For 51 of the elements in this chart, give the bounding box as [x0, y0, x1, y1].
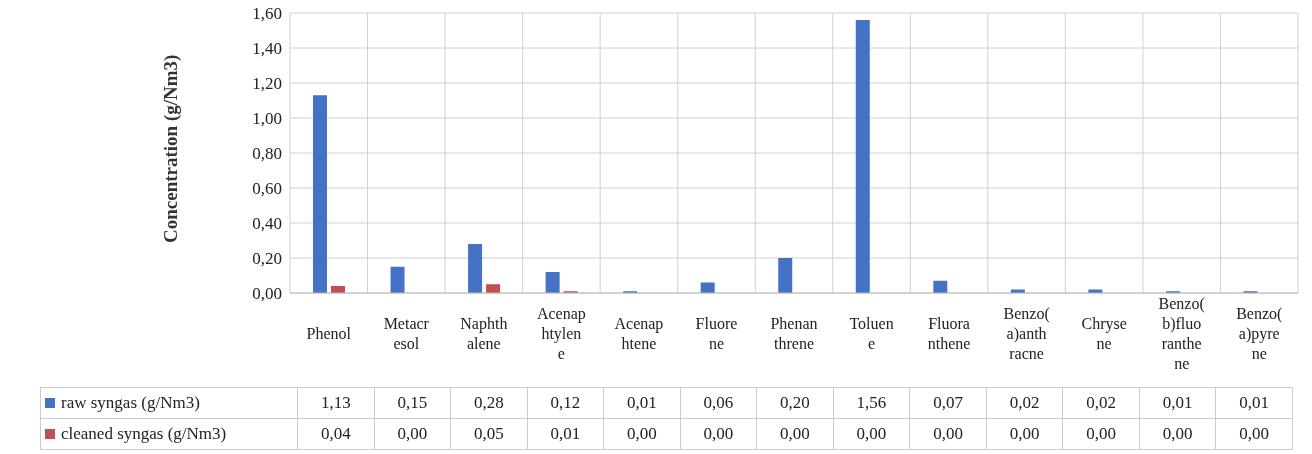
- y-tick-label: 0,80: [252, 144, 282, 164]
- data-label: 0,06: [680, 387, 757, 419]
- data-label: 0,00: [1139, 418, 1216, 450]
- y-tick-label: 1,40: [252, 39, 282, 59]
- data-label: 0,28: [450, 387, 528, 419]
- data-label: 0,00: [374, 418, 451, 450]
- data-label: 0,00: [1215, 418, 1293, 450]
- y-tick-label: 1,20: [252, 74, 282, 94]
- x-tick-label: Naphthalene: [460, 315, 508, 352]
- x-tick-label: Phenol: [306, 325, 352, 342]
- y-axis-title: Concentration (g/Nm3): [159, 54, 182, 243]
- data-label: 0,00: [756, 418, 834, 450]
- data-label: 0,00: [833, 418, 910, 450]
- legend-label: raw syngas (g/Nm3): [61, 393, 200, 412]
- legend-label: cleaned syngas (g/Nm3): [61, 424, 227, 443]
- data-label: 0,20: [756, 387, 834, 419]
- data-label: 0,00: [909, 418, 987, 450]
- x-tick-label: Fluorene: [695, 315, 738, 352]
- data-label: 0,01: [1139, 387, 1216, 419]
- y-tick-label: 0,00: [252, 284, 282, 304]
- x-tick-label: Chrysene: [1081, 315, 1127, 352]
- data-label: 0,12: [527, 387, 604, 419]
- data-label: 0,02: [1062, 387, 1140, 419]
- data-label: 0,00: [986, 418, 1063, 450]
- data-label: 0,04: [297, 418, 375, 450]
- data-label: 0,01: [527, 418, 604, 450]
- data-label: 0,05: [450, 418, 528, 450]
- y-tick-label: 0,40: [252, 214, 282, 234]
- data-label: 0,02: [986, 387, 1063, 419]
- x-tick-label: Benzo(b)fluoranthene: [1158, 295, 1205, 372]
- x-tick-label: Toluene: [849, 315, 894, 352]
- x-tick-label: Benzo(a)pyrene: [1236, 305, 1283, 362]
- y-tick-label: 1,60: [252, 4, 282, 24]
- data-label: 1,13: [297, 387, 375, 419]
- y-tick-label: 0,20: [252, 249, 282, 269]
- x-tick-label: Acenaphtylene: [536, 305, 586, 362]
- data-label: 0,15: [374, 387, 451, 419]
- data-label: 0,01: [603, 387, 681, 419]
- x-tick-label: Metacresol: [383, 315, 430, 352]
- data-label: 0,00: [603, 418, 681, 450]
- data-label: 0,00: [1062, 418, 1140, 450]
- data-label: 1,56: [833, 387, 910, 419]
- y-tick-label: 1,00: [252, 109, 282, 129]
- data-label: 0,07: [909, 387, 987, 419]
- x-tick-label: Benzo(a)anthracne: [1003, 305, 1050, 362]
- y-tick-label: 0,60: [252, 179, 282, 199]
- x-tick-label: Acenaphtene: [614, 315, 664, 352]
- x-tick-label: Fluoranthene: [927, 315, 971, 352]
- data-label: 0,00: [680, 418, 757, 450]
- data-label: 0,01: [1215, 387, 1293, 419]
- x-tick-label: Phenanthrene: [770, 315, 818, 352]
